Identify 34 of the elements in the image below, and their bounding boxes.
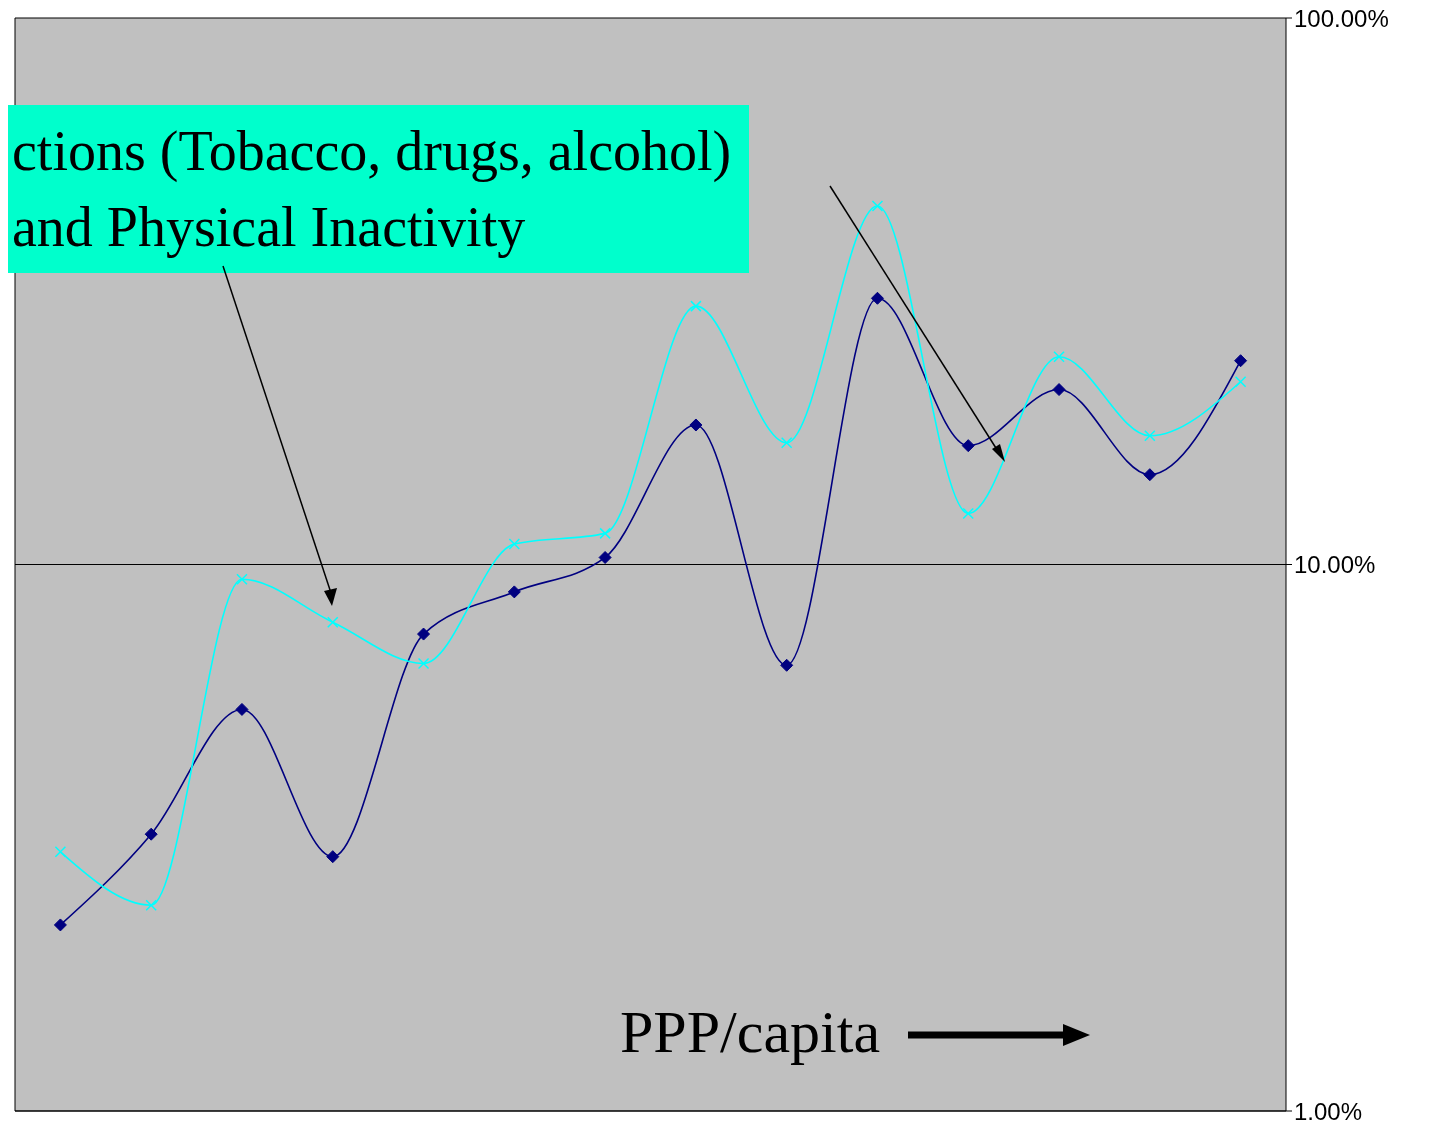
point (871, 200, 884, 212)
point (1144, 430, 1156, 442)
point (236, 573, 248, 585)
point (144, 827, 158, 841)
point (1143, 468, 1157, 482)
annotation: and Physical Inactivity (12, 195, 527, 260)
annotation: ctions (Tobacco, drugs, alcohol) (12, 119, 732, 184)
point (870, 291, 884, 305)
annotation: PPP/capita (620, 998, 881, 1067)
point (235, 702, 249, 716)
point (145, 899, 157, 911)
point (417, 657, 430, 670)
point (327, 616, 339, 629)
point (1053, 350, 1065, 363)
point (780, 658, 794, 672)
point (54, 846, 67, 858)
point (1234, 354, 1248, 368)
point (1234, 375, 1247, 388)
point (507, 585, 521, 599)
y-tick-label: 1.00% (1294, 1097, 1363, 1125)
y-tick-label: 100.00% (1294, 4, 1389, 32)
point (599, 527, 611, 540)
point (53, 918, 67, 932)
y-tick-label: 10.00% (1294, 551, 1376, 579)
point (689, 418, 703, 432)
point (780, 437, 793, 449)
point (961, 439, 975, 453)
point (1052, 383, 1066, 397)
point (598, 550, 612, 564)
point (417, 627, 431, 641)
point (508, 538, 521, 550)
point (690, 300, 702, 312)
point (326, 850, 340, 864)
point (962, 507, 974, 520)
